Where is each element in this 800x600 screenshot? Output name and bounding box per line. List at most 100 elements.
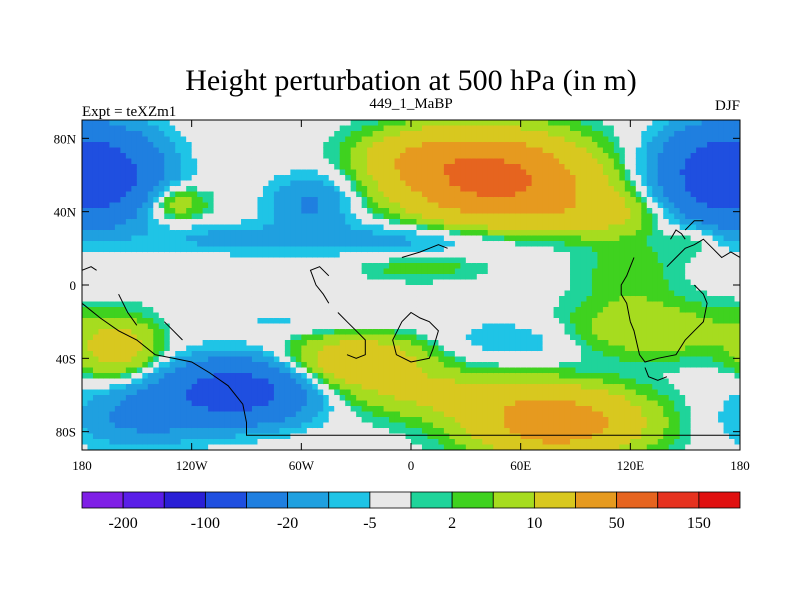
field-cell: [460, 433, 467, 440]
field-cell: [208, 351, 215, 358]
field-cell: [92, 318, 100, 325]
field-cell: [328, 307, 335, 314]
field-cell: [257, 411, 264, 418]
field-cell: [350, 241, 357, 248]
field-cell: [317, 367, 324, 374]
field-cell: [301, 301, 308, 308]
field-cell: [427, 428, 434, 435]
field-cell: [323, 252, 330, 259]
field-cell: [504, 197, 511, 204]
field-cell: [400, 301, 407, 308]
field-cell: [400, 147, 407, 154]
field-cell: [197, 428, 204, 435]
field-cell: [449, 158, 456, 165]
field-cell: [306, 279, 313, 286]
field-cell: [328, 125, 335, 132]
field-cell: [443, 428, 450, 435]
field-cell: [323, 219, 330, 226]
field-cell: [82, 147, 89, 154]
field-cell: [317, 334, 324, 341]
field-cell: [394, 384, 401, 391]
field-cell: [98, 345, 105, 352]
field-cell: [290, 175, 297, 182]
field-cell: [312, 433, 319, 440]
field-cell: [405, 389, 412, 396]
field-cell: [317, 362, 324, 369]
field-cell: [531, 169, 538, 176]
field-cell: [394, 147, 401, 154]
field-cell: [476, 263, 483, 270]
field-cell: [454, 235, 461, 242]
field-cell: [378, 329, 385, 336]
field-cell: [295, 279, 302, 286]
field-cell: [350, 334, 357, 341]
field-cell: [87, 345, 94, 352]
field-cell: [257, 290, 264, 297]
field-cell: [460, 191, 467, 198]
field-cell: [345, 164, 352, 171]
field-cell: [372, 219, 379, 226]
field-cell: [361, 230, 368, 237]
field-cell: [279, 373, 286, 380]
field-cell: [361, 334, 368, 341]
field-cell: [367, 362, 374, 369]
field-cell: [460, 153, 467, 160]
field-cell: [465, 334, 472, 341]
field-cell: [345, 120, 352, 127]
field-cell: [158, 373, 165, 380]
field-cell: [120, 147, 127, 154]
field-cell: [241, 224, 248, 231]
field-cell: [295, 257, 302, 264]
field-cell: [109, 329, 116, 336]
field-cell: [131, 351, 138, 358]
field-cell: [339, 356, 346, 363]
field-cell: [142, 125, 149, 132]
field-cell: [262, 312, 270, 319]
field-cell: [487, 411, 494, 418]
field-cell: [142, 417, 149, 424]
field-cell: [246, 362, 253, 369]
field-cell: [482, 219, 489, 226]
field-cell: [98, 164, 105, 171]
field-cell: [186, 323, 193, 330]
field-cell: [460, 131, 467, 138]
field-cell: [361, 351, 368, 358]
field-cell: [378, 296, 385, 303]
field-cell: [487, 444, 494, 450]
field-cell: [312, 307, 319, 314]
field-cell: [334, 411, 341, 418]
field-cell: [257, 169, 264, 176]
field-cell: [487, 301, 494, 308]
field-cell: [350, 175, 357, 182]
field-cell: [487, 422, 494, 429]
field-cell: [142, 246, 149, 253]
field-cell: [334, 323, 341, 330]
field-cell: [306, 312, 313, 319]
field-cell: [208, 384, 215, 391]
field-cell: [284, 158, 291, 165]
field-cell: [449, 433, 456, 440]
field-cell: [109, 318, 116, 325]
field-cell: [153, 400, 160, 407]
field-cell: [142, 224, 149, 231]
field-cell: [520, 334, 527, 341]
field-cell: [476, 180, 483, 187]
field-cell: [180, 186, 187, 193]
field-cell: [460, 241, 467, 248]
field-cell: [295, 406, 302, 413]
field-cell: [482, 224, 489, 231]
field-cell: [142, 290, 149, 297]
field-cell: [142, 153, 149, 160]
field-cell: [114, 318, 121, 325]
field-cell: [438, 345, 445, 352]
field-cell: [504, 257, 511, 264]
field-cell: [482, 147, 489, 154]
field-cell: [284, 268, 291, 275]
field-cell: [361, 290, 368, 297]
field-cell: [482, 334, 489, 341]
field-cell: [208, 422, 215, 429]
field-cell: [432, 351, 440, 358]
field-cell: [98, 285, 105, 292]
field-cell: [482, 428, 489, 435]
field-cell: [153, 417, 160, 424]
